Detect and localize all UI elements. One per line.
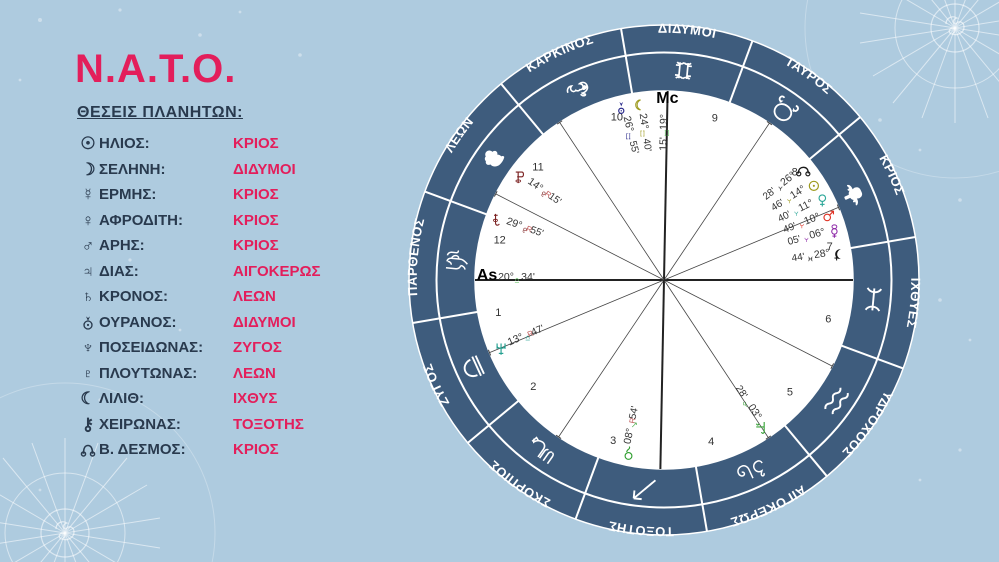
- svg-text:11: 11: [532, 161, 543, 173]
- svg-text:9: 9: [712, 113, 718, 125]
- svg-text:12: 12: [494, 234, 506, 246]
- svg-text:15': 15': [657, 137, 669, 151]
- svg-text:3: 3: [610, 435, 616, 447]
- svg-text:As: As: [477, 267, 498, 284]
- svg-text:Mc: Mc: [656, 90, 678, 107]
- svg-text:40': 40': [640, 138, 653, 153]
- svg-text:4: 4: [708, 436, 714, 448]
- svg-text:28°: 28°: [813, 247, 830, 261]
- svg-text:5: 5: [787, 387, 793, 399]
- svg-text:24°: 24°: [637, 113, 651, 130]
- svg-text:1: 1: [495, 307, 501, 319]
- svg-text:44': 44': [791, 252, 806, 265]
- svg-text:19°: 19°: [658, 114, 670, 130]
- svg-text:6: 6: [825, 314, 831, 326]
- svg-text:2: 2: [530, 381, 536, 393]
- svg-text:34': 34': [521, 271, 535, 283]
- svg-text:20°: 20°: [498, 271, 514, 283]
